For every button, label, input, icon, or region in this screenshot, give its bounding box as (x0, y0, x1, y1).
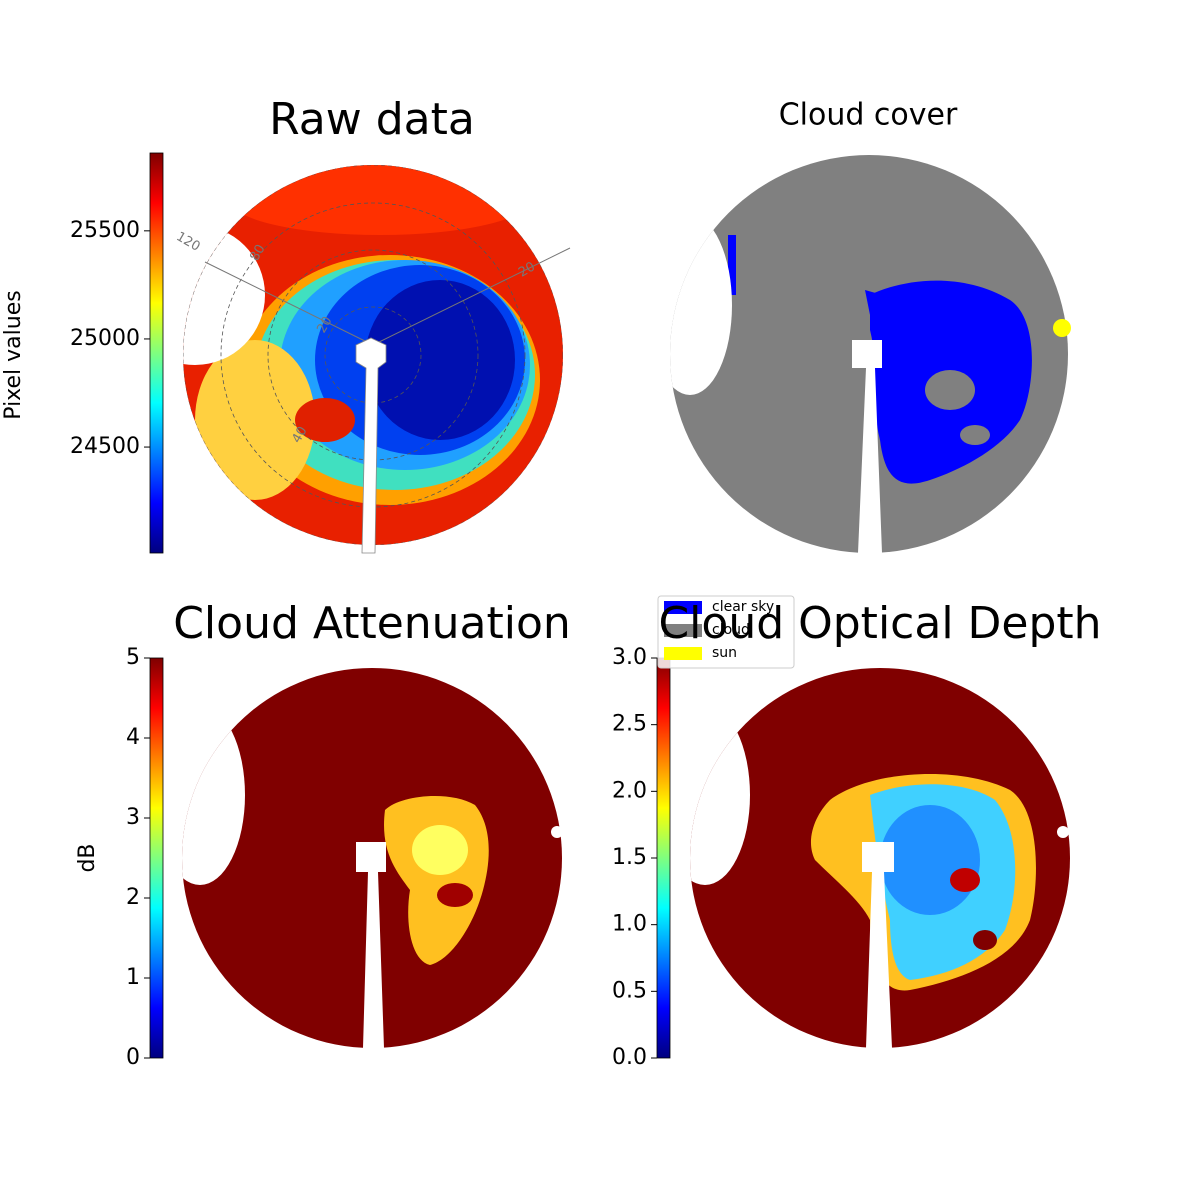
legend-label: sun (712, 645, 737, 661)
colorbar-tick-label: 1.0 (612, 912, 647, 937)
legend-label: cloud (712, 622, 750, 638)
colorbar (149, 152, 164, 554)
panel-title: Cloud Attenuation (173, 598, 571, 649)
mast (852, 340, 882, 553)
colorbar-tick-label: 5 (126, 645, 140, 670)
mast (862, 842, 894, 1048)
colorbar-tick-label: 4 (126, 725, 140, 750)
panel-title: Cloud Optical Depth (658, 598, 1101, 649)
colorbar-tick-label: 25500 (70, 218, 140, 243)
legend-swatch (664, 601, 702, 614)
colorbar (149, 657, 164, 1059)
sun (1053, 319, 1071, 337)
colorbar-tick-label: 2.0 (612, 778, 647, 803)
colorbar-tick-label: 1.5 (612, 845, 647, 870)
polar-annotation: 120 (173, 229, 202, 254)
legend-label: clear sky (712, 599, 774, 615)
mast (355, 337, 387, 554)
colorbar-tick-label: 24500 (70, 434, 140, 459)
sun-mask (551, 826, 563, 838)
sun-mask (1057, 826, 1069, 838)
colorbar-tick-label: 0.0 (612, 1045, 647, 1070)
polar-annotation: 40 (289, 424, 310, 446)
legend: clear sky cloud sun (657, 595, 795, 669)
colorbar-tick-label: 25000 (70, 326, 140, 351)
colorbar-tick-label: 3 (126, 805, 140, 830)
raw-image (183, 165, 563, 545)
polar-annotation: 80 (247, 242, 268, 264)
polar-guides (204, 247, 571, 346)
colorbar-label: dB (75, 843, 100, 872)
colorbar (656, 657, 671, 1059)
legend-swatch (664, 624, 702, 637)
polar-annotation: 20 (516, 259, 538, 280)
legend-swatch (664, 647, 702, 660)
panel-title: Cloud cover (779, 98, 958, 133)
colorbar-tick-label: 1 (126, 965, 140, 990)
colorbar-tick-label: 2.5 (612, 712, 647, 737)
colorbar-tick-label: 3.0 (612, 645, 647, 670)
polar-annotation: 20 (314, 314, 335, 336)
colorbar-label: Pixel values (1, 290, 26, 419)
colorbar-tick-label: 0 (126, 1045, 140, 1070)
mast (356, 842, 386, 1048)
panel-title: Raw data (269, 94, 475, 145)
colorbar-tick-label: 2 (126, 885, 140, 910)
colorbar-tick-label: 0.5 (612, 978, 647, 1003)
